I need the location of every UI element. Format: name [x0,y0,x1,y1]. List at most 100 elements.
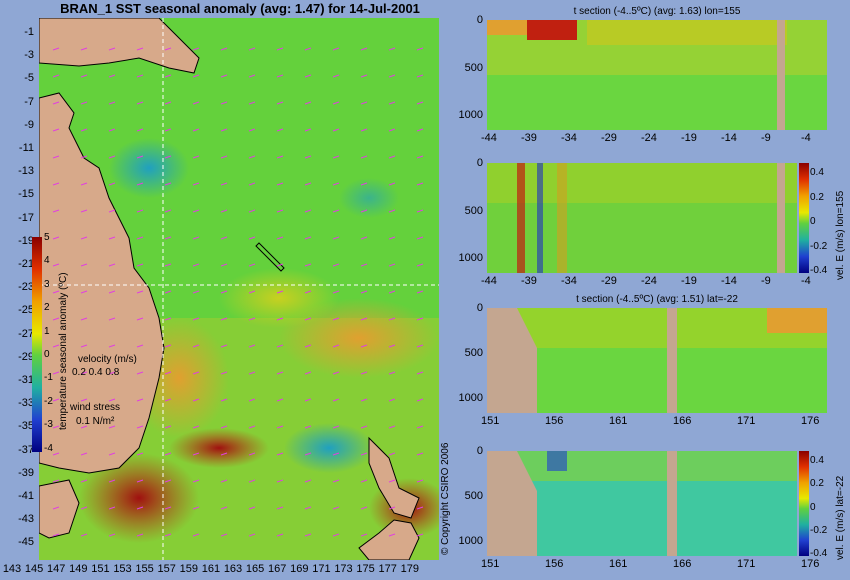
wind-vector [304,425,312,429]
wind-vector [388,425,396,429]
colorbar-tick: 4 [44,255,50,267]
wind-vector [164,182,172,186]
wind-vector [192,290,200,294]
wind-vector [136,317,144,321]
panel-x-tick: -24 [641,275,657,287]
wind-vector [164,479,172,483]
wind-vector [304,182,312,186]
wind-vector [360,209,368,213]
wind-vector [192,74,200,78]
wind-vector [304,263,312,267]
latitude-tick: -41 [18,490,34,502]
wind-vector [388,47,396,51]
wind-vector [164,425,172,429]
longitude-tick: 155 [135,563,154,575]
wind-vector [416,371,424,375]
longitude-tick: 165 [245,563,265,575]
wind-vector [276,209,284,213]
wind-vector [304,479,312,483]
wind-vector [276,236,284,240]
wind-vector [220,479,228,483]
wind-vector [192,101,200,105]
velocity-label: velocity (m/s) [78,354,137,365]
wind-vector [136,290,144,294]
wind-vector [388,452,396,456]
wind-vector [276,263,284,267]
wind-vector [192,263,200,267]
wind-vector [108,47,116,51]
wind-vector [136,506,144,510]
wind-vector [304,155,312,159]
panel-x-tick: -44 [481,132,497,144]
wind-vector [108,209,116,213]
wind-vector [220,74,228,78]
wind-vector [192,47,200,51]
wind-vector [192,425,200,429]
wind-vector [136,128,144,132]
australia-land [39,92,165,474]
wind-vector [304,236,312,240]
wind-vector [332,74,340,78]
wind-vector [360,155,368,159]
wind-vector [80,398,88,402]
wind-stress-label: wind stress [70,402,121,413]
latitude-tick: -25 [18,304,34,317]
wind-vector [276,533,284,537]
wind-vector [136,47,144,51]
panel-x-tick: -39 [521,275,537,287]
panel-colorbar-tick: 0.4 [810,167,824,178]
wind-vector [332,263,340,267]
wind-vector [80,47,88,51]
latitude-tick: -39 [18,466,34,479]
panel-x-tick: -29 [601,132,617,144]
wind-vector [192,371,200,375]
wind-vector [248,452,256,456]
wind-vector [80,101,88,105]
wind-vector [80,263,88,267]
wind-vector [276,344,284,348]
wind-vector [220,155,228,159]
wind-vector [108,263,116,267]
panel-3-title: t section (-4..5ºC) (avg: 1.51) lat=-22 [576,294,738,305]
wind-vector [332,344,340,348]
wind-vector [332,452,340,456]
wind-vector [164,452,172,456]
wind-vector [388,101,396,105]
panel-y-tick: 1000 [458,252,483,264]
wind-vector [248,236,256,240]
sst-hot-patch [79,453,199,543]
wind-vector [80,155,88,159]
wind-vector [332,290,340,294]
wind-vector [136,236,144,240]
wind-vector [220,398,228,402]
wind-vector [416,155,424,159]
wind-vector [360,290,368,294]
latitude-tick: -1 [24,26,34,38]
wind-vector [276,101,284,105]
wind-vector [220,371,228,375]
wind-vector [192,398,200,402]
wind-vector [360,533,368,537]
wind-vector [388,155,396,159]
wind-vector [332,506,340,510]
wind-vector [388,182,396,186]
wind-vector [80,236,88,240]
longitude-tick: 151 [91,563,110,575]
latitude-tick: -15 [18,188,34,201]
latitude-tick: -17 [18,211,34,224]
wind-vector [108,290,116,294]
section-panel-lon155-temp [487,20,827,130]
wind-vector [52,74,60,78]
latitude-tick: -13 [18,165,34,178]
wind-vector [388,479,396,483]
wind-vector [332,182,340,186]
wind-vector [80,533,88,537]
velocity-colorbar-2 [799,451,809,556]
sst-colorbar [32,237,42,452]
wind-vector [304,47,312,51]
wind-vector [136,452,144,456]
copyright-text: © Copyright CSIRO 2006 [440,442,451,555]
panel-colorbar-tick: 0 [810,501,816,513]
wind-vector [332,371,340,375]
colorbar-tick: -4 [44,442,53,454]
